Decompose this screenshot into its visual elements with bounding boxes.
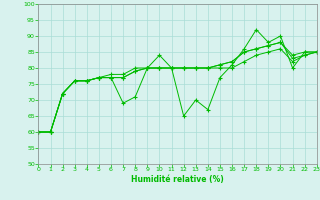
X-axis label: Humidité relative (%): Humidité relative (%) [131,175,224,184]
